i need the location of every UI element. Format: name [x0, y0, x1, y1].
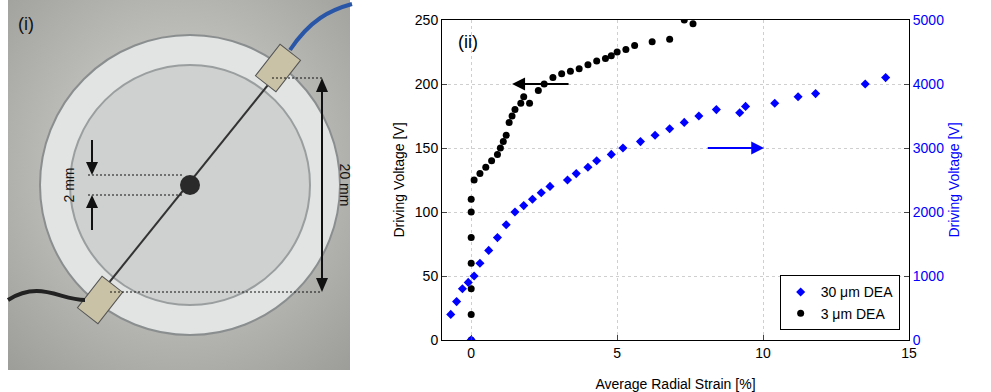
- svg-text:4000: 4000: [913, 76, 944, 92]
- svg-text:(i): (i): [18, 14, 34, 34]
- svg-text:0: 0: [467, 345, 475, 361]
- svg-text:5: 5: [613, 345, 621, 361]
- svg-text:200: 200: [415, 76, 439, 92]
- svg-text:(ii): (ii): [458, 32, 478, 52]
- svg-text:20 mm: 20 mm: [337, 164, 353, 207]
- svg-text:Driving Voltage [V]: Driving Voltage [V]: [391, 122, 407, 237]
- svg-text:2 mm: 2 mm: [61, 168, 77, 203]
- svg-text:250: 250: [415, 12, 439, 28]
- svg-text:3000: 3000: [913, 140, 944, 156]
- svg-text:Driving Voltage [V]: Driving Voltage [V]: [946, 122, 962, 237]
- svg-text:0: 0: [913, 332, 921, 348]
- svg-text:5000: 5000: [913, 12, 944, 28]
- svg-text:100: 100: [415, 204, 439, 220]
- svg-text:10: 10: [755, 345, 771, 361]
- svg-text:3 μm DEA: 3 μm DEA: [821, 306, 886, 322]
- svg-text:1000: 1000: [913, 268, 944, 284]
- svg-text:150: 150: [415, 140, 439, 156]
- svg-text:Average Radial Strain [%]: Average Radial Strain [%]: [595, 376, 755, 392]
- svg-text:30 μm DEA: 30 μm DEA: [821, 284, 894, 300]
- svg-text:15: 15: [901, 345, 917, 361]
- svg-text:2000: 2000: [913, 204, 944, 220]
- svg-text:50: 50: [423, 268, 439, 284]
- svg-text:0: 0: [430, 332, 438, 348]
